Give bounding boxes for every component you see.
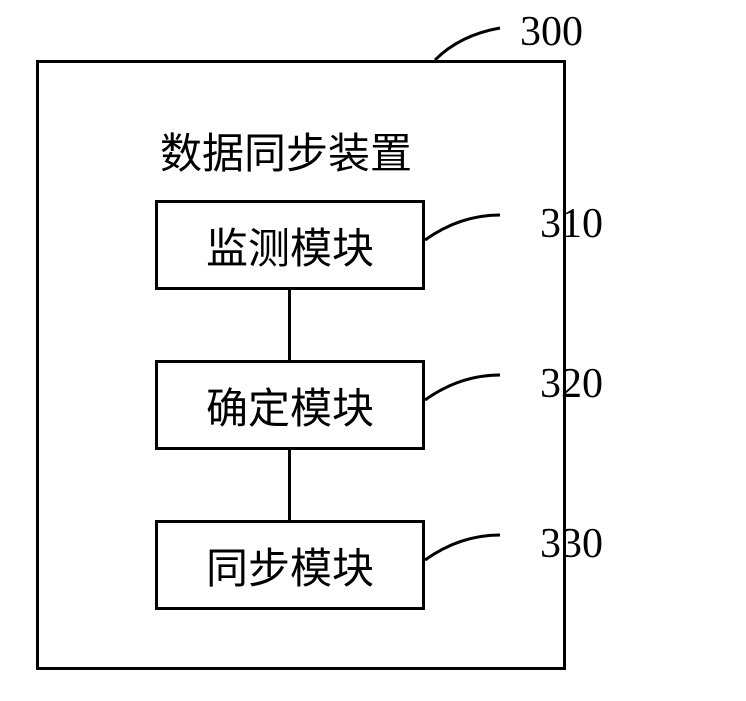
ref-label-310: 310	[540, 200, 603, 248]
connector-2	[288, 450, 291, 520]
diagram-title: 数据同步装置	[160, 120, 412, 181]
ref-label-330: 330	[540, 520, 603, 568]
module-sync: 同步模块	[155, 520, 425, 610]
module-determine: 确定模块	[155, 360, 425, 450]
connector-1	[288, 290, 291, 360]
module-determine-label: 确定模块	[206, 375, 374, 436]
ref-label-300: 300	[520, 8, 583, 56]
ref-label-320: 320	[540, 360, 603, 408]
module-monitor-label: 监测模块	[206, 215, 374, 276]
module-sync-label: 同步模块	[206, 535, 374, 596]
module-monitor: 监测模块	[155, 200, 425, 290]
